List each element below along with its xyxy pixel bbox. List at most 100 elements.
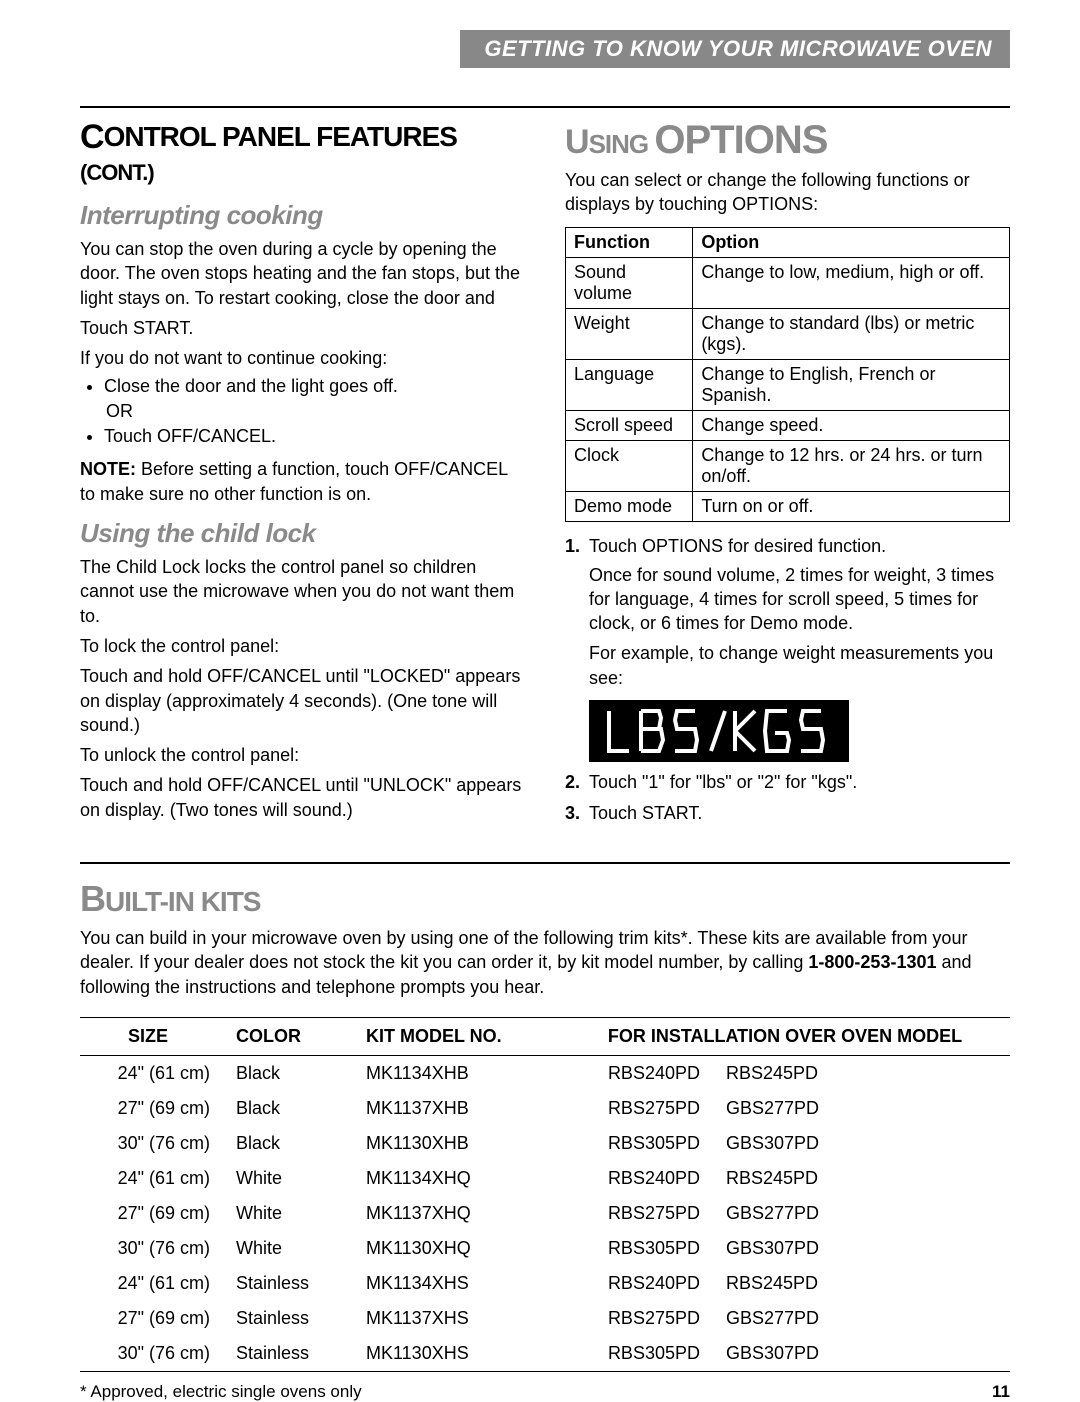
table-row: Scroll speedChange speed. (566, 410, 1010, 440)
table-cell: RBS275PD (560, 1091, 720, 1126)
table-cell: White (230, 1161, 360, 1196)
table-cell: GBS307PD (720, 1126, 1010, 1161)
table-cell: RBS245PD (720, 1055, 1010, 1091)
childlock-p4: To unlock the control panel: (80, 743, 525, 767)
using-sing: SING (589, 129, 655, 159)
table-cell: GBS277PD (720, 1301, 1010, 1336)
interrupt-p2: Touch START. (80, 316, 525, 340)
table-row: 24" (61 cm)StainlessMK1134XHSRBS240PDRBS… (80, 1266, 1010, 1301)
header-bar-text: GETTING TO KNOW YOUR MICROWAVE OVEN (484, 36, 992, 61)
table-cell: RBS240PD (560, 1266, 720, 1301)
table-cell: Change to low, medium, high or off. (693, 257, 1010, 308)
table-row: WeightChange to standard (lbs) or metric… (566, 308, 1010, 359)
kits-table: SIZE COLOR KIT MODEL NO. FOR INSTALLATIO… (80, 1017, 1010, 1372)
title-rest: ONTROL PANEL FEATURES (104, 121, 457, 152)
table-cell: Weight (566, 308, 693, 359)
using-options-title: USING OPTIONS (565, 120, 1010, 160)
table-cell: Stainless (230, 1301, 360, 1336)
step-1a: Once for sound volume, 2 times for weigh… (589, 563, 1010, 636)
table-row: 27" (69 cm)BlackMK1137XHBRBS275PDGBS277P… (80, 1091, 1010, 1126)
kits-th-install: FOR INSTALLATION OVER OVEN MODEL (560, 1017, 1010, 1055)
interrupt-li1: Close the door and the light goes off. O… (104, 376, 525, 422)
interrupt-p3: If you do not want to continue cooking: (80, 346, 525, 370)
interrupt-list: Close the door and the light goes off. O… (104, 376, 525, 447)
table-cell: Black (230, 1055, 360, 1091)
table-cell: GBS307PD (720, 1231, 1010, 1266)
table-cell: 30" (76 cm) (80, 1336, 230, 1372)
kits-intro: You can build in your microwave oven by … (80, 926, 1010, 999)
table-cell: Language (566, 359, 693, 410)
table-cell: RBS245PD (720, 1161, 1010, 1196)
step-2-num: 2. (565, 772, 589, 793)
table-cell: GBS307PD (720, 1336, 1010, 1372)
table-cell: 27" (69 cm) (80, 1091, 230, 1126)
table-cell: Demo mode (566, 491, 693, 521)
step-3: 3.Touch START. (565, 803, 1010, 824)
note-text: Before setting a function, touch OFF/CAN… (80, 459, 508, 503)
table-cell: RBS305PD (560, 1231, 720, 1266)
table-row: 27" (69 cm)WhiteMK1137XHQRBS275PDGBS277P… (80, 1196, 1010, 1231)
table-cell: Sound volume (566, 257, 693, 308)
step-1-num: 1. (565, 536, 589, 557)
title-initial: C (80, 118, 104, 156)
table-cell: Stainless (230, 1336, 360, 1372)
table-cell: MK1137XHS (360, 1301, 560, 1336)
table-cell: MK1130XHQ (360, 1231, 560, 1266)
opt-th-option: Option (693, 227, 1010, 257)
table-row: 30" (76 cm)WhiteMK1130XHQRBS305PDGBS307P… (80, 1231, 1010, 1266)
kits-footnote: * Approved, electric single ovens only (80, 1382, 362, 1402)
kits-rest: UILT-IN KITS (105, 886, 260, 917)
kits-th-size: SIZE (80, 1017, 230, 1055)
note-label: NOTE: (80, 459, 136, 479)
table-cell: RBS240PD (560, 1161, 720, 1196)
table-row: 30" (76 cm)StainlessMK1130XHSRBS305PDGBS… (80, 1336, 1010, 1372)
table-cell: 30" (76 cm) (80, 1126, 230, 1161)
table-cell: Turn on or off. (693, 491, 1010, 521)
table-cell: White (230, 1196, 360, 1231)
lcd-icon (599, 706, 839, 756)
title-cont: (CONT.) (80, 160, 154, 185)
kits-b: B (80, 878, 105, 919)
table-cell: MK1134XHQ (360, 1161, 560, 1196)
table-cell: GBS277PD (720, 1196, 1010, 1231)
interrupt-li1-text: Close the door and the light goes off. (104, 376, 398, 396)
interrupt-p1: You can stop the oven during a cycle by … (80, 237, 525, 310)
kits-th-kit: KIT MODEL NO. (360, 1017, 560, 1055)
table-cell: RBS275PD (560, 1196, 720, 1231)
table-cell: MK1137XHB (360, 1091, 560, 1126)
table-cell: 24" (61 cm) (80, 1161, 230, 1196)
table-cell: Change to 12 hrs. or 24 hrs. or turn on/… (693, 440, 1010, 491)
interrupting-heading: Interrupting cooking (80, 200, 525, 231)
table-cell: MK1130XHS (360, 1336, 560, 1372)
kits-footer: * Approved, electric single ovens only 1… (80, 1382, 1010, 1402)
using-u: U (565, 123, 589, 161)
table-cell: MK1134XHB (360, 1055, 560, 1091)
table-cell: Clock (566, 440, 693, 491)
lcd-display (589, 700, 849, 762)
options-intro: You can select or change the following f… (565, 168, 1010, 217)
table-cell: MK1137XHQ (360, 1196, 560, 1231)
interrupt-li2: Touch OFF/CANCEL. (104, 426, 525, 447)
options-table: Function Option Sound volumeChange to lo… (565, 227, 1010, 522)
table-cell: RBS275PD (560, 1301, 720, 1336)
options-steps: 1.Touch OPTIONS for desired function. On… (565, 536, 1010, 824)
table-cell: GBS277PD (720, 1091, 1010, 1126)
table-cell: White (230, 1231, 360, 1266)
step-3-text: Touch START. (589, 803, 702, 823)
table-cell: 30" (76 cm) (80, 1231, 230, 1266)
interrupt-or: OR (106, 401, 525, 422)
step-1b: For example, to change weight measuremen… (589, 641, 1010, 690)
step-1-text: Touch OPTIONS for desired function. (589, 536, 886, 556)
table-cell: RBS305PD (560, 1126, 720, 1161)
childlock-p5: Touch and hold OFF/CANCEL until "UNLOCK"… (80, 773, 525, 822)
table-cell: Change to standard (lbs) or metric (kgs)… (693, 308, 1010, 359)
table-cell: Change to English, French or Spanish. (693, 359, 1010, 410)
childlock-p2: To lock the control panel: (80, 634, 525, 658)
kits-title: BUILT-IN KITS (80, 878, 1010, 920)
table-row: 24" (61 cm)BlackMK1134XHBRBS240PDRBS245P… (80, 1055, 1010, 1091)
table-cell: 24" (61 cm) (80, 1266, 230, 1301)
step-2: 2.Touch "1" for "lbs" or "2" for "kgs". (565, 772, 1010, 793)
page-number: 11 (992, 1382, 1010, 1402)
step-3-num: 3. (565, 803, 589, 824)
left-column: CONTROL PANEL FEATURES (CONT.) Interrupt… (80, 120, 525, 834)
